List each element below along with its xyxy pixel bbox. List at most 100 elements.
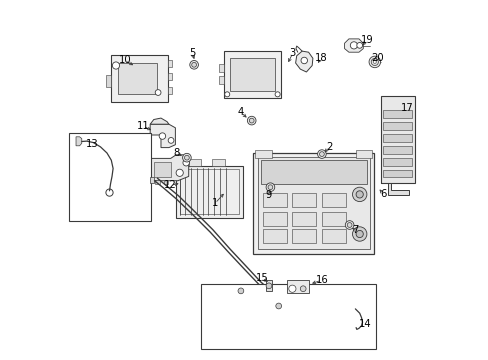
Circle shape <box>112 62 120 69</box>
Circle shape <box>300 286 305 292</box>
Text: 1: 1 <box>211 198 218 208</box>
Bar <box>355 150 371 158</box>
Circle shape <box>249 118 254 123</box>
Bar <box>383 122 411 130</box>
Bar <box>155 180 159 184</box>
Bar <box>383 170 411 177</box>
Polygon shape <box>150 118 168 124</box>
Bar <box>262 212 286 226</box>
Circle shape <box>265 283 271 289</box>
Circle shape <box>345 221 353 229</box>
Text: 18: 18 <box>314 53 326 63</box>
Bar <box>321 193 346 207</box>
Text: 11: 11 <box>136 121 149 131</box>
Bar <box>383 134 411 142</box>
Circle shape <box>275 92 280 97</box>
Circle shape <box>319 152 324 157</box>
Text: 9: 9 <box>265 190 272 200</box>
Bar <box>188 159 201 166</box>
Text: 10: 10 <box>119 55 131 66</box>
Bar <box>153 162 171 177</box>
Circle shape <box>238 288 244 294</box>
Polygon shape <box>344 39 363 52</box>
Bar <box>163 180 167 184</box>
Text: 13: 13 <box>86 139 99 149</box>
Circle shape <box>352 187 366 202</box>
Bar <box>201 284 375 349</box>
Circle shape <box>155 90 161 95</box>
Circle shape <box>349 42 357 49</box>
Text: 14: 14 <box>358 319 371 329</box>
Text: 2: 2 <box>325 142 332 152</box>
Bar <box>383 158 411 166</box>
Circle shape <box>346 222 351 228</box>
Circle shape <box>183 159 189 166</box>
Circle shape <box>368 56 380 68</box>
Circle shape <box>189 60 198 69</box>
Polygon shape <box>76 137 81 146</box>
Text: 7: 7 <box>351 225 358 235</box>
Bar <box>321 212 346 226</box>
Bar <box>176 166 242 218</box>
Bar <box>212 159 224 166</box>
Circle shape <box>176 169 183 176</box>
Bar <box>168 87 172 94</box>
Polygon shape <box>150 124 175 148</box>
Bar <box>230 58 274 91</box>
Bar <box>150 177 153 183</box>
Circle shape <box>265 183 274 192</box>
Text: 8: 8 <box>173 148 180 158</box>
Bar <box>106 75 110 87</box>
Bar <box>255 150 271 158</box>
Bar <box>219 64 223 72</box>
Bar <box>219 76 223 84</box>
Circle shape <box>288 285 295 292</box>
Bar <box>168 60 172 67</box>
Bar <box>223 51 281 98</box>
Bar <box>253 153 373 254</box>
Bar <box>257 157 369 249</box>
Text: 3: 3 <box>289 48 295 58</box>
Circle shape <box>370 58 378 66</box>
Circle shape <box>267 185 272 190</box>
Text: 16: 16 <box>315 275 327 285</box>
Circle shape <box>373 60 375 63</box>
Bar <box>291 212 316 226</box>
Text: 6: 6 <box>379 189 386 199</box>
Bar <box>321 229 346 243</box>
Bar <box>383 146 411 154</box>
Bar <box>168 73 172 80</box>
Text: 19: 19 <box>360 35 372 45</box>
Text: 15: 15 <box>255 273 267 283</box>
Circle shape <box>182 153 191 162</box>
Bar <box>291 193 316 207</box>
Polygon shape <box>150 155 188 181</box>
Bar <box>262 193 286 207</box>
Bar <box>260 160 366 184</box>
Text: 20: 20 <box>370 53 383 63</box>
Bar <box>118 63 157 94</box>
Circle shape <box>275 303 281 309</box>
Circle shape <box>191 62 196 67</box>
Circle shape <box>247 116 256 125</box>
Bar <box>291 229 316 243</box>
Text: 4: 4 <box>237 107 244 117</box>
Bar <box>380 96 414 183</box>
Circle shape <box>356 42 362 48</box>
Circle shape <box>352 227 366 241</box>
Circle shape <box>159 133 165 139</box>
Polygon shape <box>380 183 408 195</box>
Bar <box>110 55 168 102</box>
Circle shape <box>168 138 174 143</box>
Circle shape <box>355 191 363 198</box>
Bar <box>286 280 308 293</box>
Polygon shape <box>295 51 312 72</box>
Bar <box>265 280 271 291</box>
Bar <box>383 110 411 118</box>
Circle shape <box>301 57 307 64</box>
Bar <box>262 229 286 243</box>
Text: 5: 5 <box>189 48 195 58</box>
Circle shape <box>224 92 229 97</box>
Bar <box>179 169 239 214</box>
Text: 12: 12 <box>164 180 177 190</box>
